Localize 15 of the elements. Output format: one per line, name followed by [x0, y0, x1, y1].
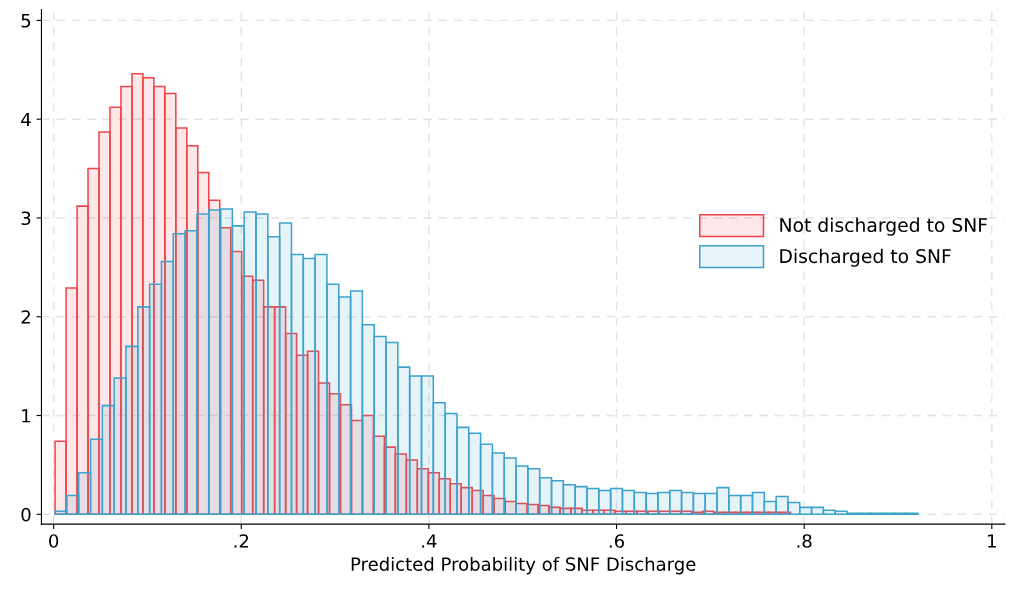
- legend-label: Discharged to SNF: [780, 248, 951, 267]
- y-tick-label: 4: [21, 112, 31, 127]
- x-tick-label: 1: [988, 534, 996, 548]
- y-tick-label: 3: [21, 211, 31, 226]
- legend-label: Not discharged to SNF: [780, 217, 987, 236]
- x-tick-label: 0: [49, 534, 59, 548]
- x-axis-title: Predicted Probability of SNF Discharge: [351, 556, 696, 575]
- y-tick-label: 0: [21, 507, 31, 522]
- y-tick-label: 1: [22, 409, 31, 423]
- x-tick-label: .6: [609, 534, 625, 548]
- x-tick-label: .8: [797, 534, 812, 548]
- y-tick-label: 5: [21, 14, 31, 28]
- x-tick-label: .4: [422, 534, 437, 548]
- y-tick-label: 2: [21, 310, 30, 324]
- x-tick-label: .2: [234, 534, 249, 548]
